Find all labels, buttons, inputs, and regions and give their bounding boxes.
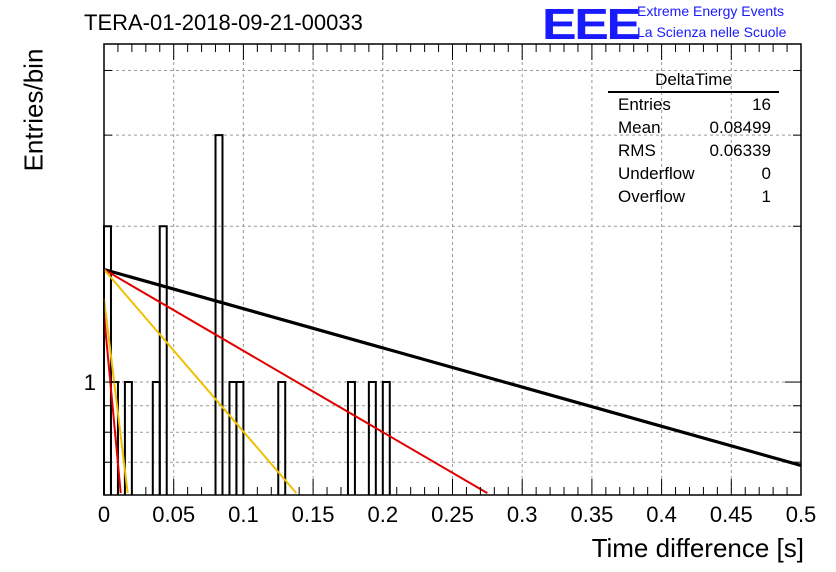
histogram-bar: [235, 381, 245, 495]
x-axis-label: Time difference [s]: [591, 533, 804, 563]
stats-label: Mean: [618, 118, 661, 137]
run-title: TERA-01-2018-09-21-00033: [84, 10, 363, 35]
stats-value: 0.06339: [709, 141, 771, 160]
x-tick-label: 0.5: [786, 502, 817, 527]
histogram-bar: [381, 381, 391, 495]
x-tick-label: 0.3: [507, 502, 538, 527]
histogram-bar: [367, 381, 377, 495]
histogram-bar: [158, 225, 168, 495]
fit-line: [103, 267, 802, 467]
stats-row: Overflow 1: [612, 185, 779, 208]
fit-line: [103, 298, 129, 494]
tick-labels: 0 0.05 0.1 0.15 0.2 0.25 0.3 0.35 0.4 0.45 0.5 1: [84, 370, 817, 527]
logo-line-1: Extreme Energy Events: [637, 3, 785, 19]
x-tick-label: 0.45: [710, 502, 753, 527]
stats-row: Underflow 0: [612, 162, 779, 185]
grid-lines: [104, 44, 801, 495]
x-tick-label: 0.25: [431, 502, 474, 527]
x-tick-label: 0.15: [292, 502, 335, 527]
stats-value: 0.08499: [709, 118, 771, 137]
stats-value: 0: [761, 164, 771, 183]
x-tick-label: 0: [98, 502, 110, 527]
y-axis-label: Entries/bin: [18, 48, 49, 172]
histogram-bar: [277, 381, 287, 495]
stats-label: RMS: [618, 141, 656, 160]
stats-value: 16: [752, 95, 771, 114]
histogram-bar: [151, 381, 161, 495]
axis-ticks: [103, 44, 802, 495]
x-tick-label: 0.1: [228, 502, 259, 527]
stats-value: 1: [761, 187, 771, 206]
histogram-bar: [123, 381, 133, 495]
stats-title: DeltaTime: [608, 70, 779, 93]
eee-logo: EEE: [542, 0, 641, 49]
y-tick-label: 1: [84, 370, 96, 395]
fit-line: [103, 268, 298, 494]
histogram-bars: [103, 134, 391, 495]
x-tick-label: 0.4: [646, 502, 677, 527]
histogram-bar: [346, 381, 356, 495]
x-tick-label: 0.05: [152, 502, 195, 527]
stats-box: DeltaTime Entries 16 Mean 0.08499 RMS 0.…: [608, 70, 779, 208]
stats-label: Underflow: [618, 164, 695, 183]
fit-line: [103, 314, 122, 494]
stats-row: RMS 0.06339: [612, 139, 779, 162]
fit-lines: [103, 267, 802, 495]
histogram-bar: [214, 134, 224, 495]
stats-row: Entries 16: [612, 93, 779, 116]
logo-line-2: La Scienza nelle Scuole: [637, 24, 787, 40]
x-tick-label: 0.35: [570, 502, 613, 527]
histogram-bar: [228, 381, 238, 495]
stats-label: Overflow: [618, 187, 686, 206]
stats-row: Mean 0.08499: [612, 116, 779, 139]
fit-line: [103, 268, 488, 495]
stats-label: Entries: [618, 95, 671, 114]
x-tick-label: 0.2: [368, 502, 399, 527]
